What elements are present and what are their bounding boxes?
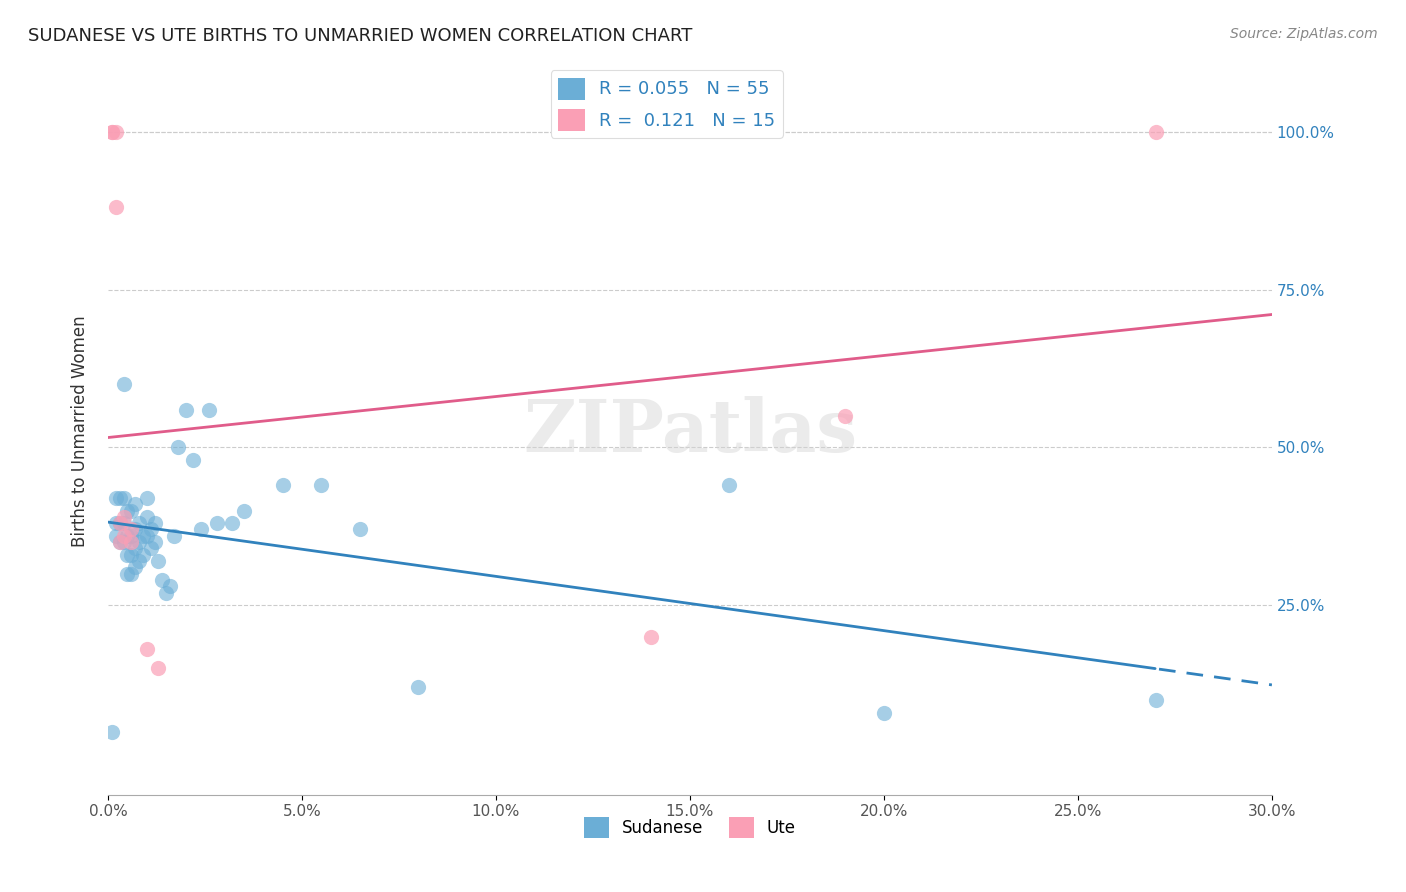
Point xyxy=(834,409,856,423)
Point xyxy=(139,523,162,537)
Point xyxy=(1144,125,1167,139)
Point xyxy=(112,516,135,531)
Point xyxy=(311,478,333,492)
Point xyxy=(104,516,127,531)
Y-axis label: Births to Unmarried Women: Births to Unmarried Women xyxy=(72,316,89,548)
Point xyxy=(221,516,243,531)
Point xyxy=(120,523,142,537)
Point xyxy=(112,509,135,524)
Point xyxy=(640,630,662,644)
Point xyxy=(135,529,157,543)
Point xyxy=(117,529,139,543)
Point xyxy=(128,554,150,568)
Point xyxy=(120,535,142,549)
Point xyxy=(112,535,135,549)
Point xyxy=(101,724,124,739)
Point xyxy=(128,535,150,549)
Point xyxy=(717,478,740,492)
Point xyxy=(143,516,166,531)
Point xyxy=(143,535,166,549)
Point xyxy=(108,491,131,505)
Text: Source: ZipAtlas.com: Source: ZipAtlas.com xyxy=(1230,27,1378,41)
Point xyxy=(150,573,173,587)
Point xyxy=(174,402,197,417)
Point xyxy=(108,535,131,549)
Legend: Sudanese, Ute: Sudanese, Ute xyxy=(578,811,803,845)
Point xyxy=(124,541,146,556)
Point xyxy=(132,548,155,562)
Point xyxy=(232,503,254,517)
Point xyxy=(124,523,146,537)
Point xyxy=(120,548,142,562)
Point xyxy=(117,566,139,581)
Point xyxy=(101,125,124,139)
Point xyxy=(117,548,139,562)
Point xyxy=(112,491,135,505)
Point xyxy=(139,541,162,556)
Point xyxy=(104,529,127,543)
Text: ZIPatlas: ZIPatlas xyxy=(523,396,858,467)
Point xyxy=(205,516,228,531)
Point xyxy=(112,529,135,543)
Point xyxy=(120,503,142,517)
Point xyxy=(349,523,371,537)
Point xyxy=(148,554,170,568)
Point xyxy=(108,535,131,549)
Text: SUDANESE VS UTE BIRTHS TO UNMARRIED WOMEN CORRELATION CHART: SUDANESE VS UTE BIRTHS TO UNMARRIED WOME… xyxy=(28,27,693,45)
Point xyxy=(190,523,212,537)
Point xyxy=(104,125,127,139)
Point xyxy=(104,201,127,215)
Point xyxy=(104,491,127,505)
Point xyxy=(183,453,205,467)
Point xyxy=(155,585,177,599)
Point xyxy=(128,516,150,531)
Point xyxy=(873,706,896,720)
Point xyxy=(117,503,139,517)
Point xyxy=(124,497,146,511)
Point xyxy=(108,516,131,531)
Point xyxy=(120,529,142,543)
Point xyxy=(408,681,430,695)
Point xyxy=(120,566,142,581)
Point xyxy=(135,509,157,524)
Point xyxy=(108,516,131,531)
Point xyxy=(166,441,188,455)
Point xyxy=(159,579,181,593)
Point xyxy=(135,642,157,657)
Point xyxy=(124,560,146,574)
Point xyxy=(198,402,221,417)
Point xyxy=(112,377,135,392)
Point xyxy=(271,478,294,492)
Point xyxy=(163,529,186,543)
Point xyxy=(1144,693,1167,707)
Point xyxy=(132,529,155,543)
Point xyxy=(101,125,124,139)
Point xyxy=(135,491,157,505)
Point xyxy=(148,661,170,675)
